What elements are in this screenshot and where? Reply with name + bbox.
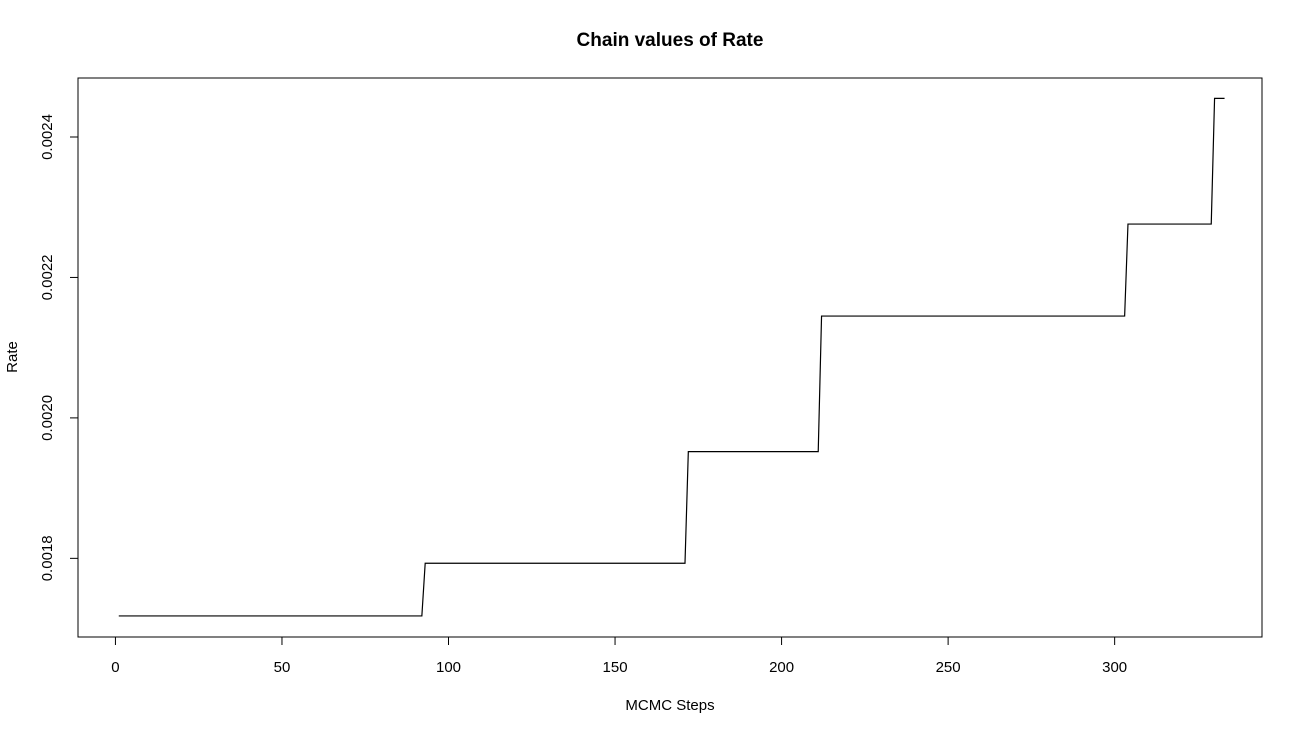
x-tick-label: 200 xyxy=(769,659,794,676)
x-axis-label: MCMC Steps xyxy=(625,697,714,714)
chart-title: Chain values of Rate xyxy=(577,30,764,51)
x-tick-label: 150 xyxy=(603,659,628,676)
series-layer xyxy=(118,97,1225,617)
y-axis: 0.0018 0.0020 0.0022 0.0024 xyxy=(39,114,79,581)
y-axis-label: Rate xyxy=(4,341,21,373)
x-tick-label: 300 xyxy=(1102,659,1127,676)
y-tick-label: 0.0020 xyxy=(39,395,56,441)
x-tick-label: 50 xyxy=(274,659,291,676)
x-axis: 0 50 100 150 200 250 300 xyxy=(111,636,1127,676)
plot-box xyxy=(77,77,1263,638)
y-tick-label: 0.0022 xyxy=(39,254,56,300)
x-tick-label: 250 xyxy=(936,659,961,676)
series-line-0 xyxy=(118,97,1225,617)
y-tick-label: 0.0018 xyxy=(39,535,56,581)
x-tick-label: 100 xyxy=(436,659,461,676)
y-tick-label: 0.0024 xyxy=(39,114,56,160)
x-tick-label: 0 xyxy=(111,659,119,676)
